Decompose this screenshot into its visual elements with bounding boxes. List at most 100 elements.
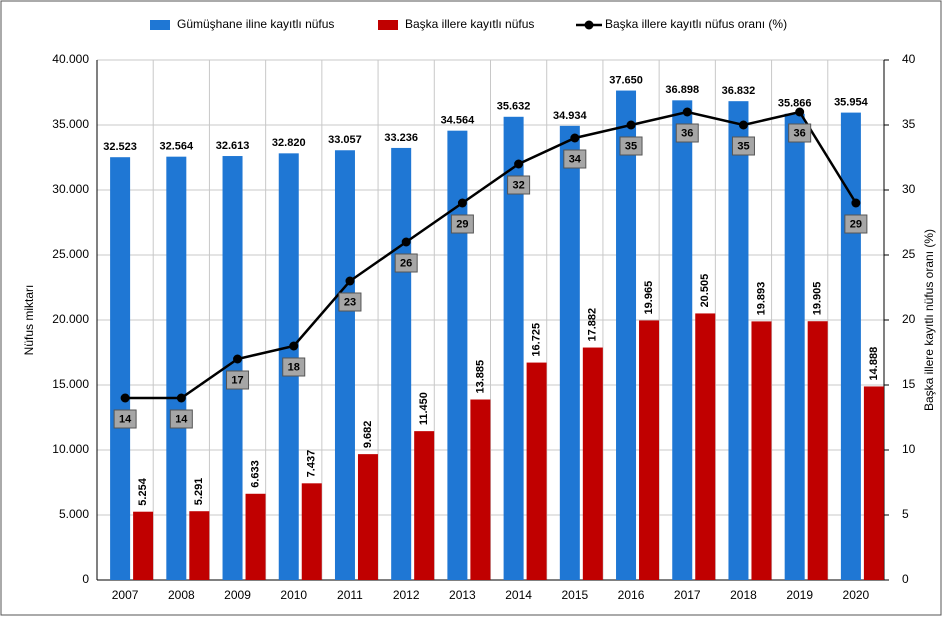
y-tick-label: 25.000 <box>52 247 89 261</box>
data-label: 9.682 <box>362 421 374 449</box>
x-tick-label: 2015 <box>561 588 588 602</box>
data-label: 35 <box>625 140 637 152</box>
data-label: 20.505 <box>699 274 711 308</box>
data-label: 35.632 <box>497 101 531 113</box>
line-point <box>401 237 411 247</box>
bar <box>616 90 637 581</box>
data-label: 37.650 <box>609 74 643 86</box>
data-label: 14.888 <box>868 347 880 381</box>
data-label: 35 <box>737 140 749 152</box>
data-label-box <box>731 136 755 156</box>
y2-tick-label: 5 <box>902 507 909 521</box>
data-label-box <box>619 136 643 156</box>
data-label: 34.564 <box>441 115 476 127</box>
data-label: 17.882 <box>587 308 599 342</box>
line-point <box>682 107 692 117</box>
bar <box>447 130 468 580</box>
data-label-box <box>788 123 812 143</box>
data-label-box <box>450 214 474 234</box>
bar <box>414 431 435 580</box>
data-label: 32.820 <box>272 137 306 149</box>
legend-label: Başka illere kayıtlı nüfus <box>405 17 534 31</box>
x-tick-label: 2011 <box>337 588 363 602</box>
data-label: 32.523 <box>103 141 137 153</box>
x-tick-label: 2010 <box>280 588 307 602</box>
legend-swatch <box>150 20 170 30</box>
data-label: 23 <box>344 296 356 308</box>
line-point <box>233 354 243 364</box>
data-label: 35.954 <box>834 97 869 109</box>
bar <box>166 156 187 580</box>
line-point <box>176 393 186 403</box>
bar <box>334 150 355 580</box>
line-point <box>795 107 805 117</box>
data-label-box <box>844 214 868 234</box>
bar <box>695 313 716 580</box>
data-label: 34 <box>569 153 582 165</box>
bar <box>728 101 749 581</box>
x-tick-label: 2014 <box>505 588 532 602</box>
data-label: 19.905 <box>812 282 824 316</box>
line-point <box>345 276 355 286</box>
x-tick-label: 2007 <box>112 588 139 602</box>
data-label: 5.291 <box>193 478 205 506</box>
data-label-box <box>394 253 418 273</box>
x-tick-label: 2013 <box>449 588 476 602</box>
bar <box>110 157 131 581</box>
bar <box>189 511 210 580</box>
data-label: 14 <box>119 413 132 425</box>
legend-label: Başka illere kayıtlı nüfus oranı (%) <box>605 17 787 31</box>
y2-tick-label: 30 <box>902 182 916 196</box>
data-label: 16.725 <box>531 323 543 357</box>
x-tick-label: 2017 <box>674 588 701 602</box>
data-label: 7.437 <box>306 450 318 478</box>
data-label: 14 <box>175 413 188 425</box>
y-tick-label: 40.000 <box>52 52 89 66</box>
bar <box>672 100 693 581</box>
data-label-box <box>563 149 587 169</box>
data-label: 36.898 <box>665 84 699 96</box>
y2-tick-label: 20 <box>902 312 916 326</box>
bar <box>784 113 805 580</box>
bar <box>751 321 772 580</box>
x-tick-label: 2009 <box>224 588 251 602</box>
data-label-box <box>675 123 699 143</box>
line-point <box>626 120 636 130</box>
line-point <box>120 393 130 403</box>
y-tick-label: 15.000 <box>52 377 89 391</box>
y2-tick-label: 40 <box>902 52 916 66</box>
bar <box>526 362 547 580</box>
data-label: 33.236 <box>384 132 418 144</box>
data-label: 11.450 <box>418 392 430 425</box>
y2-tick-label: 25 <box>902 247 916 261</box>
line-point <box>851 198 861 208</box>
x-tick-label: 2019 <box>786 588 813 602</box>
data-label: 29 <box>456 218 468 230</box>
data-label: 5.254 <box>137 477 149 505</box>
line <box>125 110 857 400</box>
y-tick-label: 10.000 <box>52 442 89 456</box>
data-label: 17 <box>231 374 243 386</box>
data-label-box <box>169 409 193 429</box>
line-point <box>514 159 524 169</box>
bar <box>503 116 524 580</box>
data-label: 36.832 <box>722 85 756 97</box>
legend-label: Gümüşhane iline kayıtlı nüfus <box>177 17 334 31</box>
data-label: 6.633 <box>249 460 261 488</box>
line-point <box>738 120 748 130</box>
line-point <box>289 341 299 351</box>
legend-marker <box>584 20 594 30</box>
y-tick-label: 5.000 <box>59 507 89 521</box>
line-point <box>457 198 467 208</box>
x-tick-label: 2016 <box>618 588 645 602</box>
bar <box>807 321 828 580</box>
line-point <box>570 133 580 143</box>
bar <box>639 320 660 580</box>
y2-axis-label: Başka illere kayıtlı nüfus oranı (%) <box>922 229 936 411</box>
data-label: 19.893 <box>755 282 767 316</box>
x-tick-label: 2008 <box>168 588 195 602</box>
bar <box>222 156 243 580</box>
bar <box>559 125 580 580</box>
data-label: 29 <box>850 218 862 230</box>
